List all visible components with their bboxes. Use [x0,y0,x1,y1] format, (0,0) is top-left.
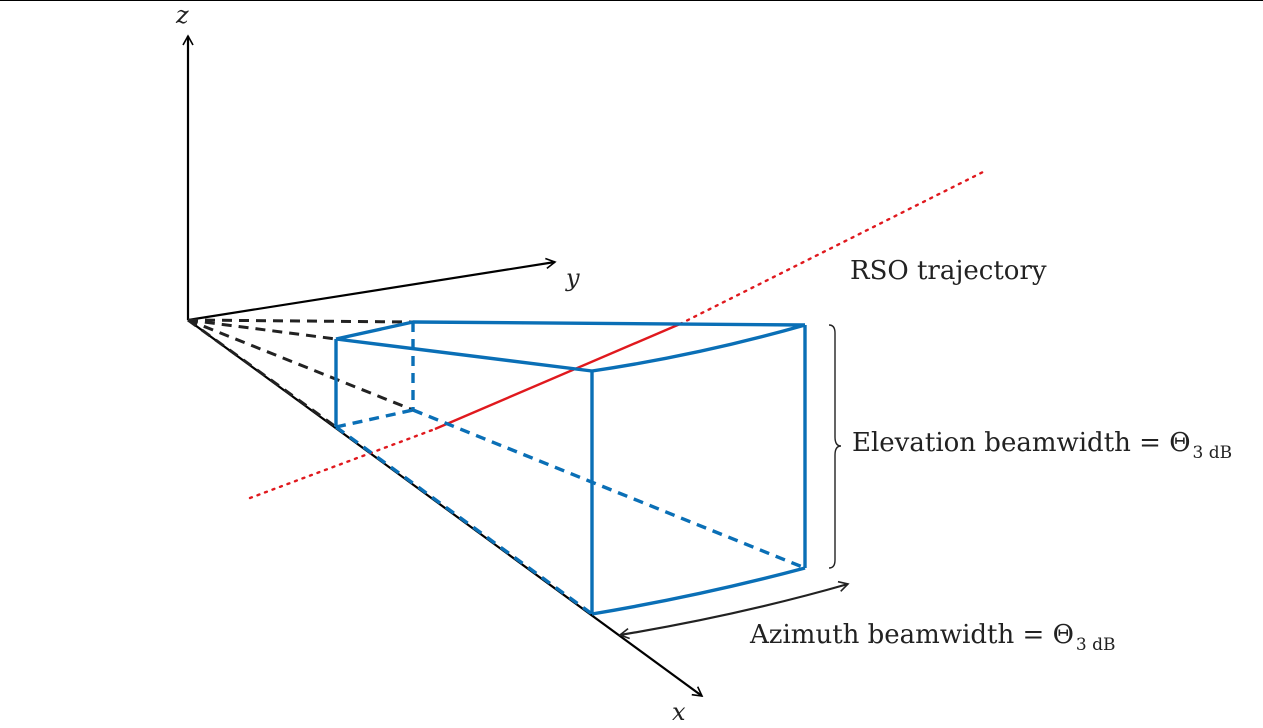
y-axis [187,257,557,322]
azimuth-arrow [618,580,850,640]
elevation-brace [828,324,842,569]
theta-symbol: Θ [1052,620,1074,650]
x-axis-label: x [672,698,686,726]
theta-symbol: Θ [1169,428,1191,458]
beam-origin-rays [187,318,414,429]
beam-volume [334,320,807,616]
rso-trajectory-line [248,170,985,500]
theta-subscript: 3 dB [1192,443,1233,463]
y-axis-label: y [566,264,580,292]
top-border [0,0,1263,1]
trajectory-label: RSO trajectory [850,256,1047,286]
z-axis-label: z [176,1,189,29]
elevation-label-text: Elevation beamwidth = [852,428,1170,458]
x-axis [187,319,704,697]
azimuth-label-text: Azimuth beamwidth = [750,620,1053,650]
theta-subscript: 3 dB [1075,635,1116,655]
